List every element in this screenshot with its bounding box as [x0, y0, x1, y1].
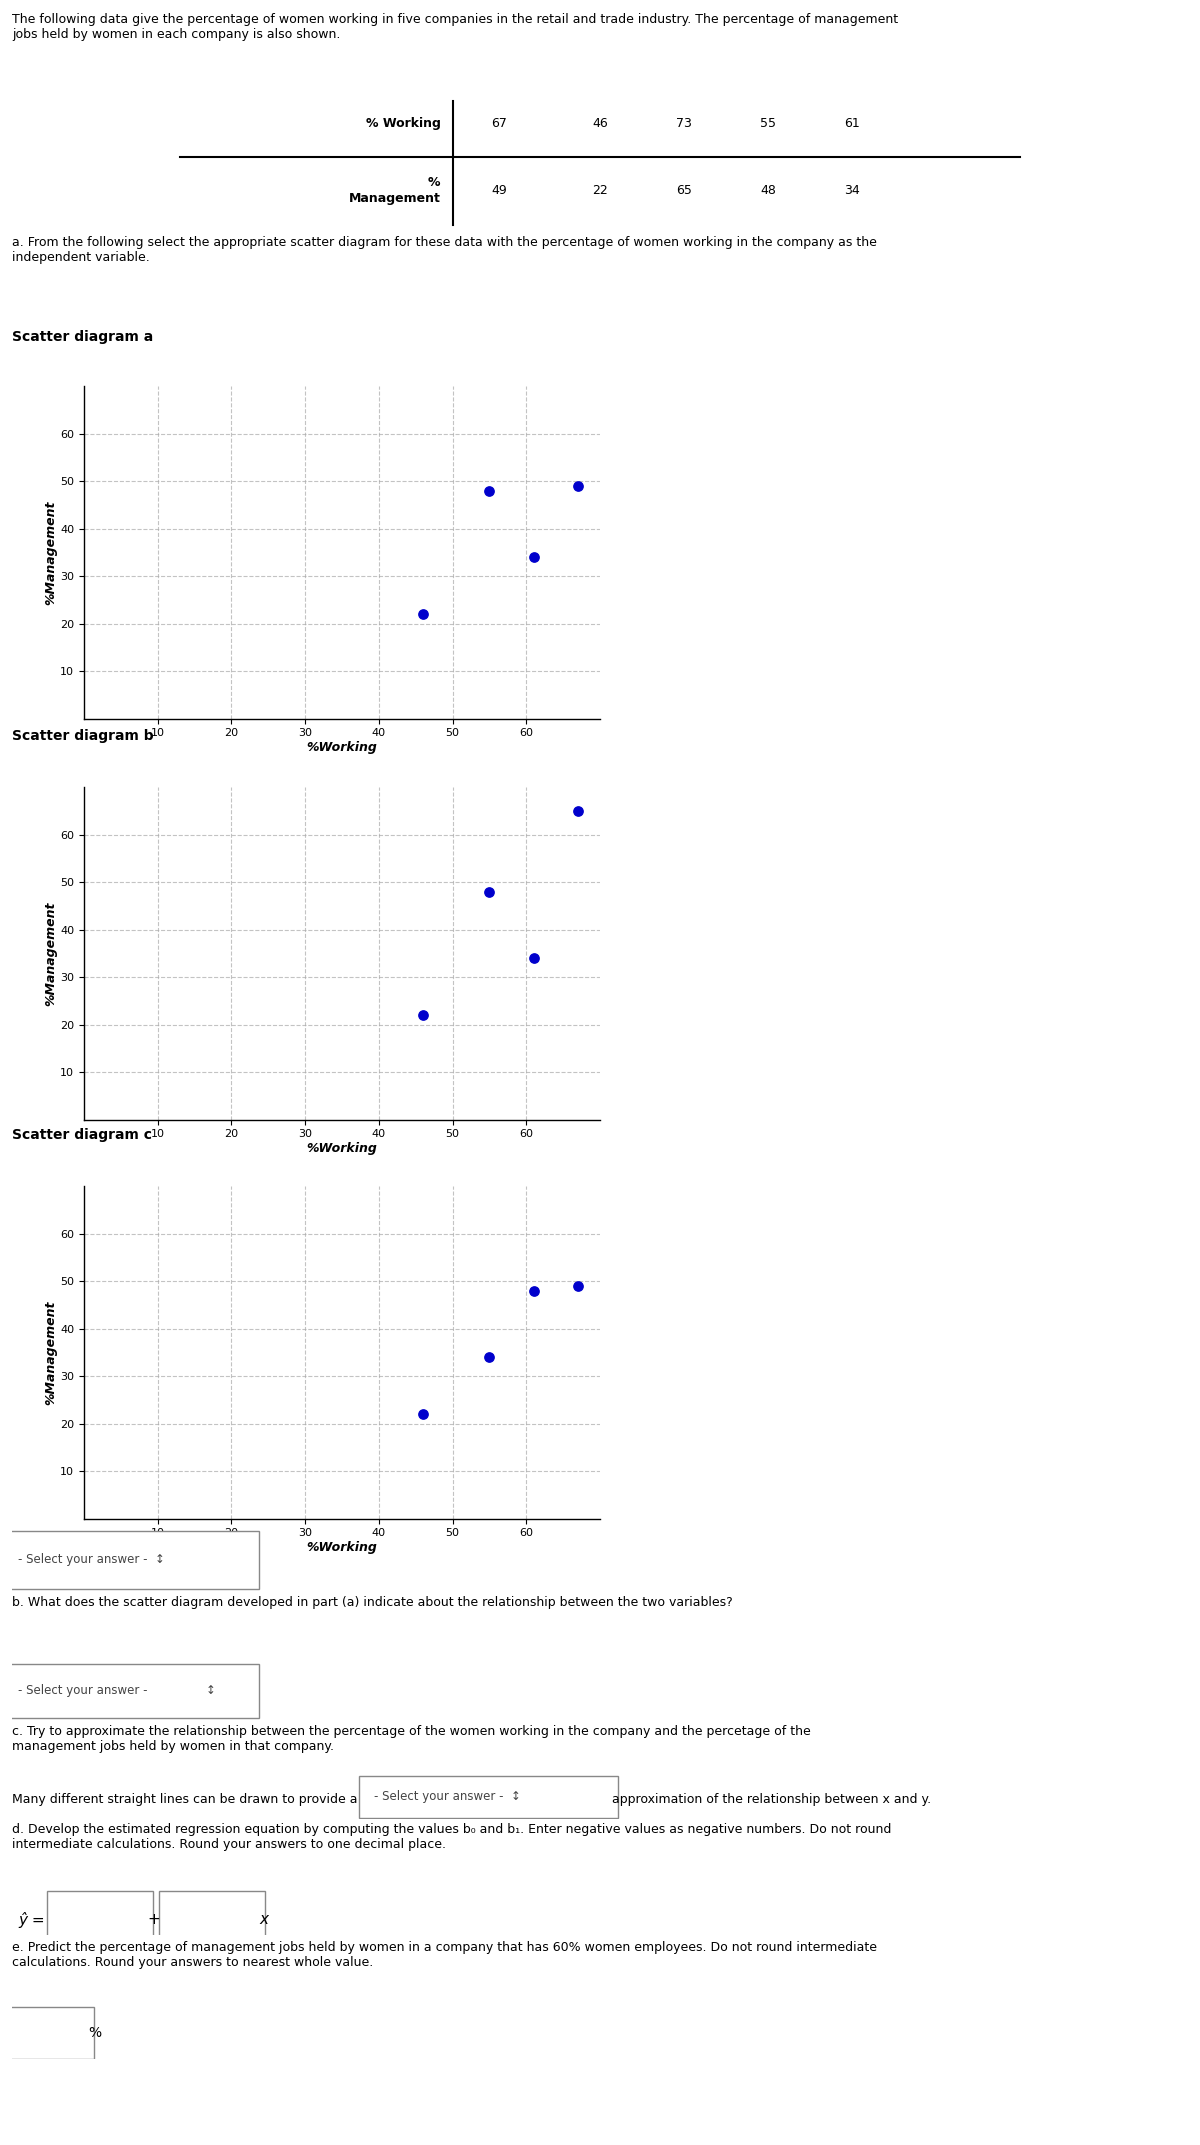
Text: b. What does the scatter diagram developed in part (a) indicate about the relati: b. What does the scatter diagram develop…	[12, 1596, 733, 1609]
Point	[480, 875, 499, 909]
Point	[612, 871, 631, 905]
Point	[524, 541, 544, 575]
Y-axis label: %Management: %Management	[44, 500, 58, 605]
Text: %
Management: % Management	[348, 176, 440, 206]
X-axis label: %Working: %Working	[306, 1540, 378, 1555]
FancyBboxPatch shape	[0, 1665, 259, 1718]
FancyBboxPatch shape	[158, 1892, 265, 1937]
Text: - Select your answer -: - Select your answer -	[18, 1684, 148, 1697]
Text: +: +	[148, 1913, 160, 1928]
Point	[524, 1274, 544, 1308]
FancyBboxPatch shape	[0, 1532, 259, 1589]
Text: 67: 67	[491, 116, 508, 129]
Text: Many different straight lines can be drawn to provide a: Many different straight lines can be dra…	[12, 1793, 358, 1806]
Text: - Select your answer -  ↕: - Select your answer - ↕	[18, 1553, 164, 1566]
FancyBboxPatch shape	[0, 2008, 95, 2059]
Point	[480, 1341, 499, 1375]
Text: x: x	[259, 1913, 268, 1928]
FancyBboxPatch shape	[47, 1892, 154, 1937]
Text: ↕: ↕	[206, 1684, 216, 1697]
Text: 65: 65	[676, 184, 692, 197]
Point	[480, 474, 499, 508]
Point	[569, 794, 588, 828]
Y-axis label: %Management: %Management	[44, 901, 58, 1006]
Text: - Select your answer -  ↕: - Select your answer - ↕	[374, 1789, 521, 1802]
Text: % Working: % Working	[366, 116, 440, 129]
Text: 55: 55	[760, 116, 776, 129]
Point	[414, 1396, 433, 1431]
Text: Scatter diagram c: Scatter diagram c	[12, 1128, 152, 1143]
Text: 22: 22	[592, 184, 608, 197]
Text: The following data give the percentage of women working in five companies in the: The following data give the percentage o…	[12, 13, 898, 41]
Text: c. Try to approximate the relationship between the percentage of the women worki: c. Try to approximate the relationship b…	[12, 1725, 811, 1752]
Text: d. Develop the estimated regression equation by computing the values b₀ and b₁. : d. Develop the estimated regression equa…	[12, 1823, 892, 1851]
Text: 49: 49	[491, 184, 508, 197]
Text: Scatter diagram a: Scatter diagram a	[12, 330, 154, 345]
Text: 48: 48	[760, 184, 776, 197]
Text: 73: 73	[676, 116, 692, 129]
X-axis label: %Working: %Working	[306, 740, 378, 755]
Point	[612, 393, 631, 427]
Text: Scatter diagram b: Scatter diagram b	[12, 729, 154, 744]
Point	[569, 470, 588, 504]
X-axis label: %Working: %Working	[306, 1141, 378, 1156]
Point	[524, 942, 544, 976]
Text: ŷ =: ŷ =	[18, 1913, 44, 1928]
Text: e. Predict the percentage of management jobs held by women in a company that has: e. Predict the percentage of management …	[12, 1941, 877, 1969]
Text: a. From the following select the appropriate scatter diagram for these data with: a. From the following select the appropr…	[12, 236, 877, 264]
Text: 34: 34	[844, 184, 860, 197]
Point	[612, 1193, 631, 1227]
Text: approximation of the relationship between x and y.: approximation of the relationship betwee…	[612, 1793, 931, 1806]
Text: %: %	[89, 2027, 102, 2040]
Point	[414, 997, 433, 1032]
Y-axis label: %Management: %Management	[44, 1300, 58, 1405]
Point	[414, 596, 433, 631]
Text: 46: 46	[592, 116, 608, 129]
Text: 61: 61	[844, 116, 860, 129]
Point	[569, 1268, 588, 1302]
FancyBboxPatch shape	[359, 1776, 618, 1819]
